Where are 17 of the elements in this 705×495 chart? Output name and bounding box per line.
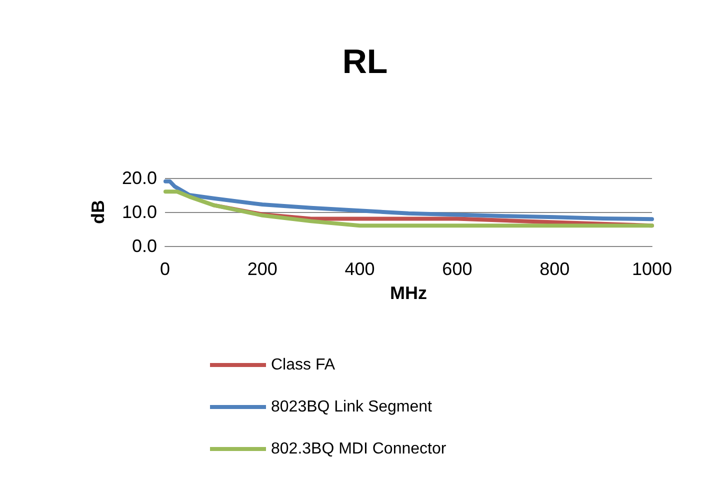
line-series bbox=[163, 179, 654, 222]
y-tick-label: 20.0 bbox=[122, 168, 157, 188]
legend-label: 8023BQ Link Segment bbox=[271, 398, 433, 416]
y-tick-label: 0.0 bbox=[132, 236, 157, 256]
y-axis-title: dB bbox=[88, 200, 108, 224]
x-tick-label: 1000 bbox=[632, 259, 672, 279]
x-tick-label: 400 bbox=[344, 259, 375, 279]
x-tick-label: 0 bbox=[160, 259, 170, 279]
line-series bbox=[163, 190, 654, 228]
chart-title: RL bbox=[342, 43, 388, 81]
legend-label: 802.3BQ MDI Connector bbox=[271, 440, 447, 458]
x-tick-label: 600 bbox=[442, 259, 472, 279]
x-tick-label: 200 bbox=[247, 259, 278, 279]
y-tick-label: 10.0 bbox=[122, 202, 157, 222]
x-tick-label: 800 bbox=[540, 259, 570, 279]
x-axis-title: MHz bbox=[390, 283, 427, 303]
legend-label: Class FA bbox=[271, 356, 336, 374]
